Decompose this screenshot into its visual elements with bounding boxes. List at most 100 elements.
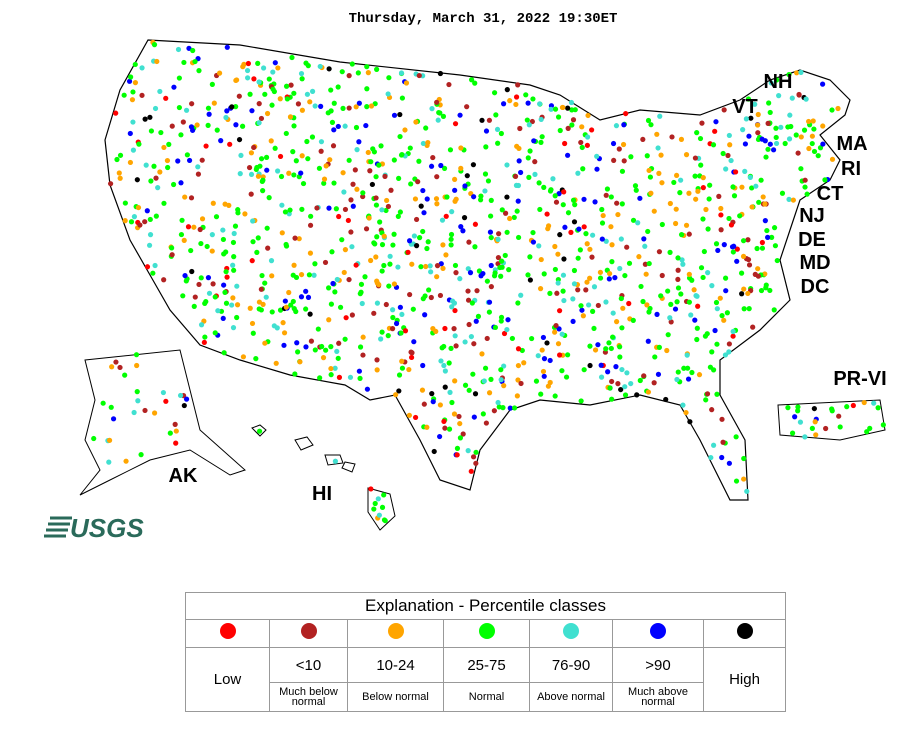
site-dot (348, 197, 354, 203)
site-dot (770, 147, 777, 153)
site-dot (572, 202, 578, 208)
site-dot (131, 409, 137, 416)
site-dot (515, 346, 522, 352)
site-dot (686, 190, 692, 196)
site-dot (134, 389, 140, 395)
site-dot (738, 270, 745, 276)
site-dot (720, 150, 726, 157)
site-dot (223, 249, 229, 255)
site-dot (686, 299, 692, 305)
site-dot (765, 234, 771, 240)
site-dot (268, 138, 274, 144)
site-dot (589, 254, 595, 260)
site-dot (142, 116, 148, 122)
site-dot (317, 375, 323, 381)
site-dot (578, 398, 584, 404)
site-dot (312, 103, 318, 109)
site-dot (448, 345, 454, 351)
site-dot (515, 182, 522, 189)
site-dot (157, 88, 163, 95)
site-dot (774, 257, 780, 264)
site-dot (261, 65, 267, 71)
site-dot (308, 213, 314, 219)
site-dot (205, 275, 212, 281)
site-dot (630, 217, 637, 223)
legend-description: Above normal (529, 682, 613, 712)
site-dot (504, 87, 510, 93)
site-dot (677, 190, 683, 196)
site-dot (239, 123, 246, 129)
site-dot (473, 318, 479, 324)
site-dot (656, 249, 663, 255)
site-dot (249, 320, 256, 327)
site-dot (809, 425, 815, 431)
site-dot (405, 249, 411, 255)
site-dot (755, 122, 761, 128)
legend-dot (219, 623, 236, 639)
site-dot (480, 411, 486, 417)
site-dot (835, 105, 841, 112)
site-dot (541, 271, 547, 277)
site-dot (665, 332, 671, 338)
site-dot (656, 170, 662, 176)
site-dot (723, 166, 729, 172)
site-dot (130, 89, 136, 95)
site-dot (750, 324, 756, 330)
site-dot (795, 150, 801, 156)
site-dot (416, 72, 422, 79)
site-dot (326, 317, 332, 323)
site-dot (307, 222, 314, 228)
site-dot (527, 148, 533, 154)
site-dot (322, 259, 329, 266)
site-dot (718, 205, 724, 212)
site-dot (530, 96, 536, 102)
site-dot (704, 331, 710, 337)
site-dot (760, 194, 766, 200)
site-dot (713, 241, 720, 247)
site-dot (555, 251, 561, 257)
site-dot (288, 82, 294, 88)
site-dot (507, 405, 513, 411)
site-dot (537, 206, 543, 213)
site-dot (134, 362, 140, 369)
site-dot (205, 105, 212, 111)
site-dot (179, 217, 185, 223)
site-dot (288, 302, 294, 308)
site-dot (397, 209, 403, 215)
site-dot (541, 373, 547, 379)
site-dot (423, 263, 429, 270)
site-dot (686, 271, 692, 277)
site-dot (422, 293, 428, 299)
site-dot (785, 405, 791, 411)
site-dot (641, 373, 647, 379)
legend-dot-cell (612, 619, 704, 648)
site-dot (434, 201, 440, 207)
site-dot (341, 189, 347, 195)
site-dot (646, 260, 652, 267)
site-dot (386, 75, 392, 81)
site-dot (684, 352, 690, 358)
site-dot (580, 166, 586, 172)
site-dot (266, 76, 272, 82)
site-dot (182, 194, 188, 200)
site-dot (482, 171, 489, 177)
site-dot (326, 66, 332, 72)
site-dot (282, 298, 288, 304)
site-dot (667, 200, 673, 207)
site-dot (590, 308, 596, 314)
site-dot (230, 295, 236, 301)
site-dot (753, 183, 759, 189)
legend-dot-row (185, 619, 786, 648)
site-dot (263, 294, 269, 300)
site-dot (448, 231, 455, 238)
site-dot (713, 299, 720, 306)
site-dot (151, 410, 158, 416)
site-dot (356, 100, 362, 106)
site-dot (390, 314, 396, 321)
site-dot (472, 244, 478, 250)
site-dot (256, 299, 263, 305)
site-dot (366, 215, 372, 221)
site-dot (283, 83, 290, 89)
site-dot (170, 181, 177, 188)
site-dot (411, 339, 417, 345)
